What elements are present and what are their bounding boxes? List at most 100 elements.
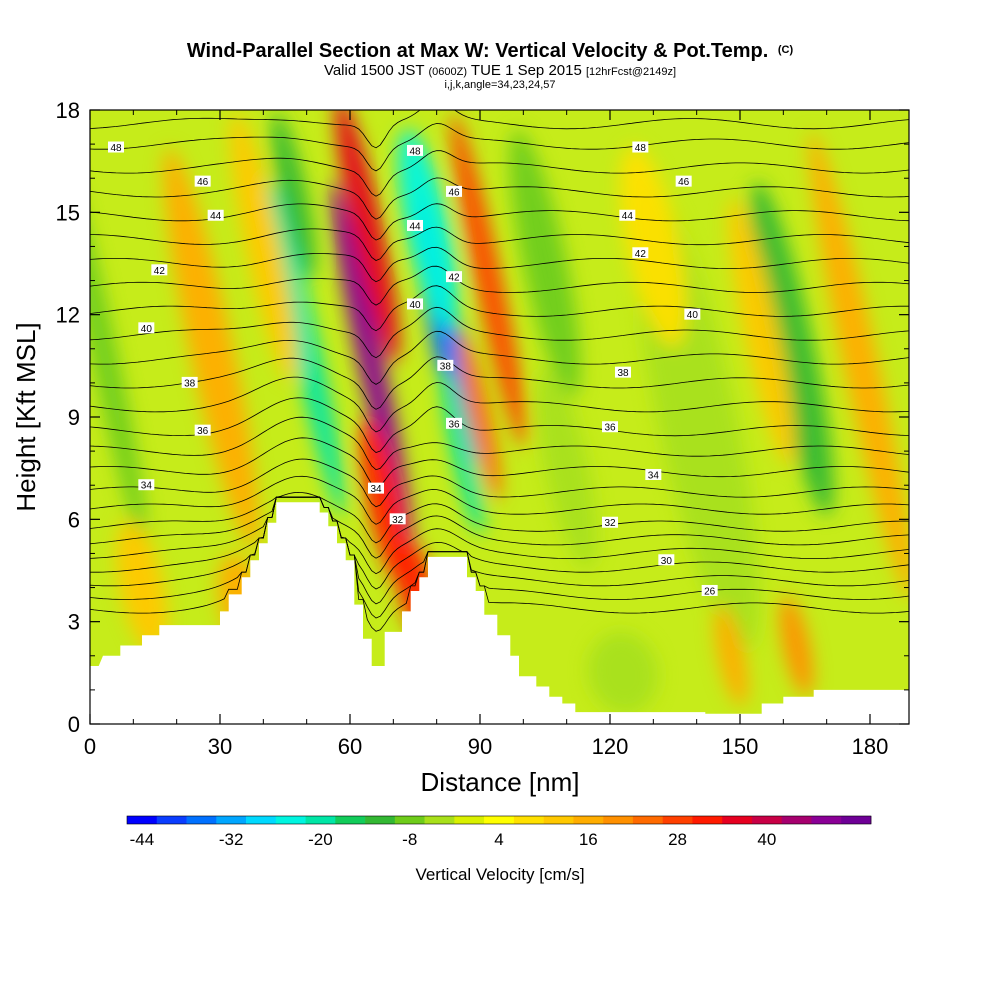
theta-isoline (90, 496, 909, 619)
colorbar (126, 815, 872, 825)
colorbar-segment (394, 816, 425, 824)
theta-isoline (90, 110, 909, 149)
colorbar-segment (751, 816, 783, 824)
chart-subtitle-2: i,j,k,angle=34,23,24,57 (444, 79, 555, 91)
velocity-cell (779, 595, 813, 696)
isoline-label-text: 46 (448, 187, 460, 198)
isoline-label-text: 30 (661, 556, 673, 567)
chart-subtitle: Valid 1500 JST (0600Z) TUE 1 Sep 2015 [1… (324, 62, 676, 79)
isoline-label: 34 (645, 468, 662, 481)
velocity-cell (728, 198, 795, 466)
velocity-cell-shape (808, 132, 909, 600)
velocity-cell (588, 632, 658, 714)
isoline-label-text: 34 (370, 484, 382, 495)
colorbar-segment (543, 816, 574, 824)
colorbar-segment (127, 816, 158, 824)
x-tick-label: 30 (208, 734, 232, 759)
x-tick-label: 0 (84, 734, 96, 759)
theta-isoline (90, 496, 909, 575)
velocity-cell-shape (442, 367, 484, 535)
theta-isoline (90, 475, 909, 525)
colorbar-segment (216, 816, 247, 824)
isoline-label-text: 38 (184, 378, 196, 389)
isoline-label-text: 44 (409, 221, 421, 232)
colorbar-segment (513, 816, 544, 824)
isoline-label: 26 (701, 584, 718, 597)
velocity-cell-shape (360, 418, 410, 586)
isoline-label-text: 42 (635, 249, 647, 260)
colorbar-segment (603, 816, 634, 824)
colorbar-segment (484, 816, 515, 824)
velocity-cell-shape (116, 520, 168, 655)
theta-isoline (90, 177, 909, 220)
theta-isoline (90, 496, 909, 559)
isoline-label: 38 (181, 376, 198, 389)
isoline-label: 46 (675, 175, 692, 188)
colorbar-segment (186, 816, 217, 824)
velocity-cell (620, 146, 687, 347)
velocity-cell-shape (728, 198, 795, 466)
isoline-label-text: 32 (604, 518, 616, 529)
colorbar-segment (692, 816, 723, 824)
theta-isoline (90, 203, 909, 241)
isoline-label: 36 (194, 424, 211, 437)
x-axis-ticks: 0 30 60 90 120 150 180 (84, 110, 888, 759)
y-tick-label: 6 (68, 507, 80, 532)
colorbar-segment (246, 816, 277, 824)
velocity-cell-shape (779, 595, 813, 696)
velocity-cell-shape (230, 112, 297, 380)
isoline-labels: 48 46 44 42 40 38 36 34 48 46 44 42 40 38 36 34 32 48 46 44… (108, 141, 718, 597)
isoline-label-text: 42 (154, 266, 166, 277)
theta-isoline (90, 376, 909, 433)
theta-isoline (90, 246, 909, 283)
velocity-cell-shape (268, 181, 345, 516)
theta-isoline (90, 356, 909, 410)
theta-isoline (90, 437, 909, 488)
isoline-label: 30 (658, 554, 675, 567)
colorbar-segment (662, 816, 693, 824)
isoline-label: 44 (207, 209, 224, 222)
velocity-cell (163, 148, 259, 550)
velocity-cell (268, 181, 345, 516)
isoline-label-text: 40 (141, 324, 153, 335)
colorbar-tick-label: -8 (402, 830, 417, 849)
isoline-label: 40 (407, 298, 423, 311)
isoline-label-text: 40 (409, 300, 421, 311)
isoline-label: 34 (138, 479, 155, 492)
colorbar-tick-label: -44 (130, 830, 155, 849)
title-mark: (C) (778, 44, 794, 56)
isoline-label-text: 38 (440, 361, 452, 372)
colorbar-tick-label: -32 (219, 830, 244, 849)
colorbar-tick-label: 16 (579, 830, 598, 849)
plot-area: 48 46 44 42 40 38 36 34 48 46 44 42 40 38 36 34 32 48 46 44… (90, 110, 909, 724)
colorbar-segment (305, 816, 336, 824)
isoline-label-text: 34 (648, 470, 660, 481)
isoline-label-text: 38 (617, 368, 629, 379)
y-tick-label: 0 (68, 712, 80, 737)
isoline-label: 40 (138, 322, 155, 335)
isoline-label: 38 (437, 359, 454, 372)
colorbar-segment (454, 816, 485, 824)
isoline-label: 38 (615, 366, 631, 379)
theta-isoline (90, 416, 909, 471)
colorbar-segment (722, 816, 753, 824)
y-axis-label: Height [Kft MSL] (11, 322, 41, 511)
velocity-cell (450, 113, 527, 448)
velocity-cell (808, 132, 909, 600)
isoline-label: 40 (684, 308, 701, 321)
isoline-label-text: 36 (448, 419, 460, 430)
isoline-label-text: 36 (604, 423, 616, 434)
isoline-label-text: 48 (110, 143, 122, 154)
colorbar-segment (275, 816, 306, 824)
y-tick-label: 15 (56, 200, 80, 225)
theta-isoline (90, 226, 909, 261)
velocity-cell (459, 333, 501, 501)
x-tick-label: 60 (338, 734, 362, 759)
colorbar-tick-labels: -44 -32 -20 -8 4 16 28 40 (130, 830, 777, 849)
isoline-label: 42 (446, 271, 462, 284)
x-tick-label: 150 (722, 734, 759, 759)
isoline-label: 44 (407, 219, 423, 232)
colorbar-segment (156, 816, 187, 824)
colorbar-segment (365, 816, 396, 824)
